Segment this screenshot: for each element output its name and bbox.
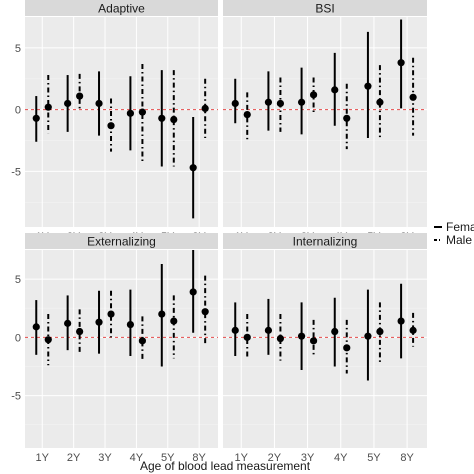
female-point — [189, 164, 197, 172]
legend-label-male: Male — [446, 233, 472, 247]
y-tick-label: 0 — [15, 105, 21, 117]
female-point — [64, 99, 72, 108]
female-point — [364, 82, 372, 90]
male-point — [276, 334, 285, 343]
male-point — [107, 122, 115, 130]
female-point — [231, 99, 239, 108]
x-tick-label: 3Y — [301, 452, 315, 464]
female-point — [297, 98, 306, 106]
panel-background — [25, 17, 218, 227]
male-point — [376, 98, 384, 106]
male-point — [76, 92, 84, 100]
male-point — [170, 317, 178, 325]
male-point — [138, 337, 147, 345]
x-tick-label: 8Y — [400, 452, 414, 464]
facet-strip — [223, 0, 427, 16]
x-tick-label: 5Y — [367, 452, 381, 464]
female-point — [158, 114, 166, 122]
y-tick-label: 5 — [15, 274, 21, 286]
female-point — [397, 59, 405, 67]
x-tick-label: 5Y — [161, 452, 175, 464]
panels-layer: Adaptive50-51Y2Y3Y4Y5Y8YBSI1Y2Y3Y4Y5Y8YE… — [11, 0, 427, 464]
male-point — [309, 337, 318, 345]
facet-title: Adaptive — [98, 2, 145, 16]
y-tick-label: 5 — [15, 43, 21, 55]
facet-strip — [223, 233, 427, 249]
male-point — [276, 99, 285, 108]
female-point — [231, 326, 239, 334]
legend: Fema Male — [434, 220, 474, 247]
female-point — [364, 332, 372, 340]
facet-strip — [25, 233, 218, 249]
male-point — [201, 104, 209, 113]
x-tick-label: 3Y — [98, 452, 112, 464]
male-point — [409, 93, 417, 101]
male-point — [201, 308, 209, 316]
female-point — [331, 327, 339, 336]
x-tick-label: 2Y — [67, 452, 81, 464]
female-point — [95, 99, 103, 108]
male-point — [343, 344, 351, 352]
x-tick-label: 1Y — [36, 452, 50, 464]
y-tick-label: -5 — [11, 391, 21, 403]
panel-bsi: BSI1Y2Y3Y4Y5Y8Y — [223, 0, 427, 243]
male-point — [309, 91, 318, 99]
female-point — [331, 86, 339, 94]
x-tick-label: 8Y — [192, 452, 206, 464]
legend-label-female: Fema — [446, 220, 474, 234]
female-point — [264, 326, 273, 334]
x-axis-title: Age of blood lead measurement — [140, 459, 311, 473]
female-point — [95, 318, 103, 326]
panel-externalizing: Externalizing 5 0 -5 1Y 2Y 3Y 4Y 5Y 8Y — [11, 233, 218, 464]
female-point — [158, 310, 166, 318]
male-point — [76, 327, 84, 336]
facet-title: BSI — [315, 2, 334, 16]
female-point — [32, 323, 40, 331]
panel-background — [223, 250, 427, 448]
female-point — [397, 317, 405, 325]
male-point — [243, 333, 251, 341]
x-tick-label: 2Y — [268, 452, 282, 464]
panel-internalizing: Internalizing 1Y 2Y 3Y 4Y 5Y 8Y — [223, 233, 427, 464]
y-tick-label: -5 — [11, 166, 21, 178]
male-point — [44, 103, 52, 111]
female-point — [126, 320, 135, 329]
x-tick-label: 4Y — [334, 452, 348, 464]
female-point — [297, 332, 306, 340]
panel-background — [25, 250, 218, 448]
male-point — [243, 110, 251, 119]
female-point — [189, 288, 197, 296]
facet-strip — [25, 0, 218, 16]
male-point — [107, 310, 115, 318]
facet-title: Internalizing — [293, 235, 358, 249]
female-point — [264, 98, 273, 106]
male-point — [44, 336, 52, 344]
female-point — [32, 114, 40, 122]
female-point — [126, 109, 135, 117]
male-point — [170, 115, 178, 124]
y-tick-label: 0 — [15, 332, 21, 344]
facet-title: Externalizing — [87, 235, 156, 249]
female-point — [64, 319, 72, 327]
male-point — [343, 114, 351, 122]
x-tick-label: 4Y — [130, 452, 144, 464]
panel-background — [223, 17, 427, 227]
male-point — [376, 327, 384, 336]
male-point — [138, 108, 147, 116]
x-tick-label: 1Y — [235, 452, 249, 464]
male-point — [409, 326, 417, 334]
